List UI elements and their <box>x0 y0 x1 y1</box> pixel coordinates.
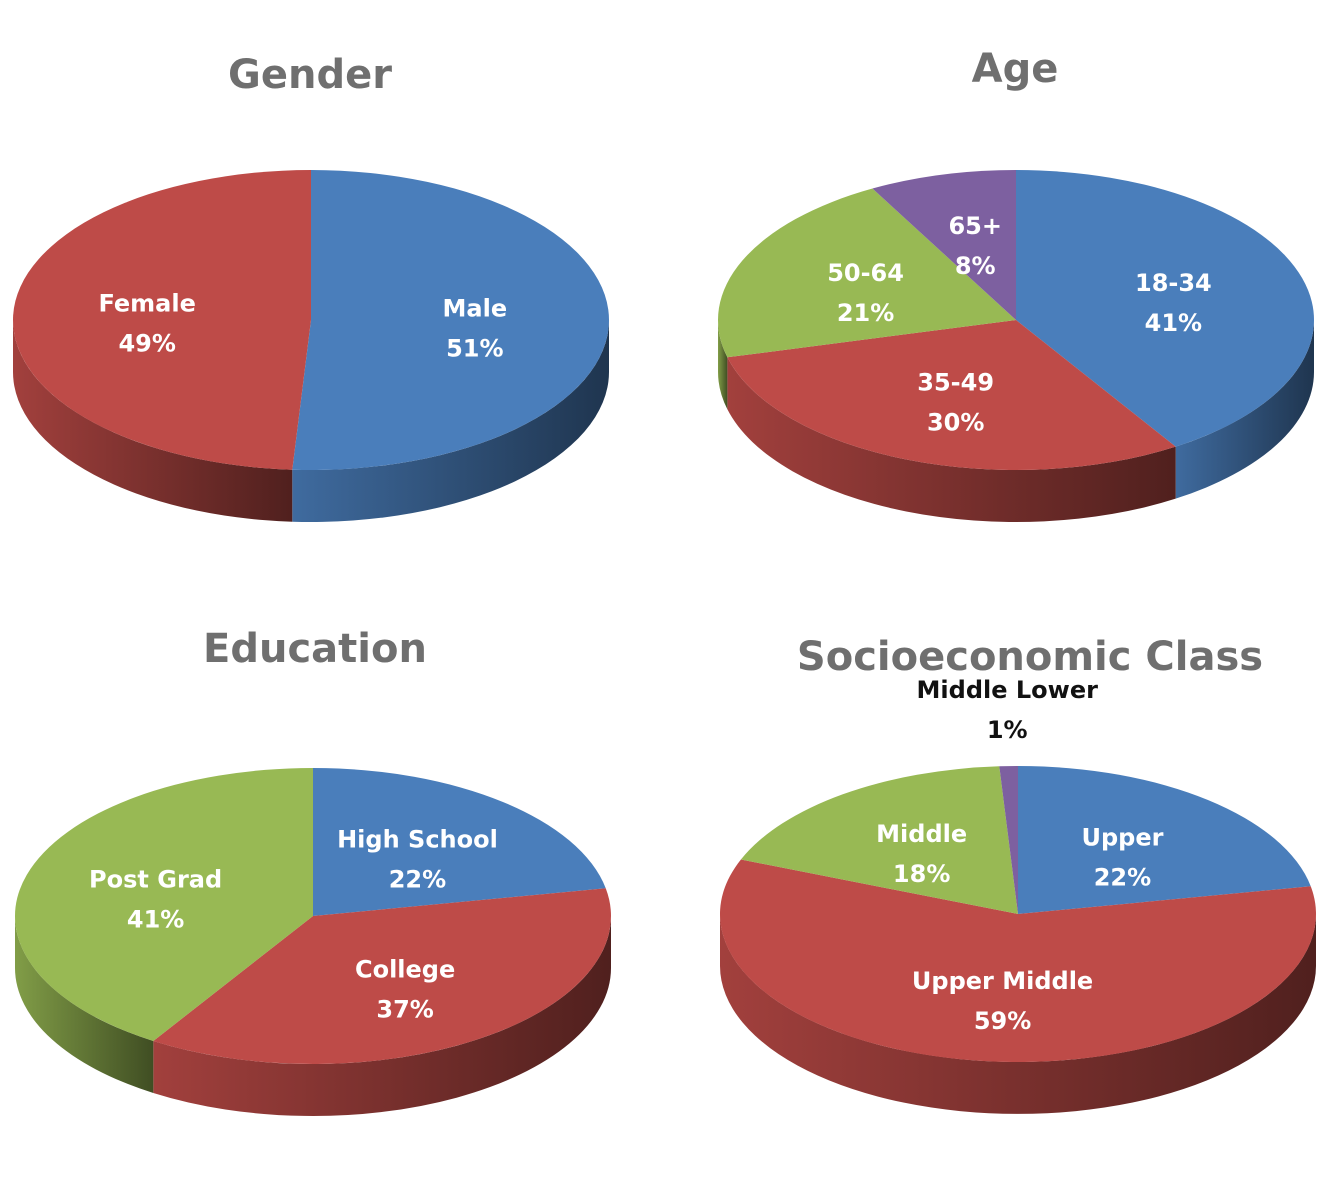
pie-slice-high-school <box>313 768 606 916</box>
pie-education: High School 22% College 37% Post Grad 41% <box>15 768 612 1116</box>
slice-value-65: 8% <box>955 252 996 280</box>
slice-label-upper-middle: Upper Middle <box>912 967 1093 995</box>
slice-value-college: 37% <box>376 995 433 1023</box>
slice-value-50-64: 21% <box>837 299 894 327</box>
chart-title-socioeconomic-class: Socioeconomic Class <box>797 634 1263 680</box>
slice-label-male: Male <box>443 295 508 323</box>
pie-side-18-34 <box>1175 320 1314 499</box>
pie-side-35-49 <box>727 357 1176 523</box>
pie-slice-college <box>153 888 612 1065</box>
pie-slice-18-34 <box>1016 170 1314 447</box>
pie-socioeconomic-class: Upper 22% Upper Middle 59% Middle 18% Middle L… <box>720 676 1316 1114</box>
slice-value-middle: 18% <box>893 860 950 888</box>
slice-value-female: 49% <box>118 329 175 357</box>
slice-label-college: College <box>355 955 455 983</box>
slice-value-upper-middle: 59% <box>974 1007 1031 1035</box>
slice-label-50-64: 50-64 <box>827 259 904 287</box>
pie-slice-male <box>292 170 610 470</box>
chart-title-age: Age <box>972 46 1059 92</box>
pie-side-walls <box>15 916 611 1116</box>
pie-slice-middle <box>740 766 1018 914</box>
slice-value-high-school: 22% <box>389 865 446 893</box>
pie-side-50-64 <box>718 320 728 410</box>
pie-side-college <box>153 916 611 1116</box>
pie-side-walls <box>720 914 1316 1114</box>
chart-title-gender: Gender <box>228 52 392 98</box>
pie-side-male <box>292 320 609 522</box>
slice-label-middle: Middle <box>876 820 967 848</box>
pie-side-walls <box>718 320 1314 523</box>
slice-label-post-grad: Post Grad <box>89 865 222 893</box>
pie-slice-65 <box>872 170 1016 320</box>
slice-value-post-grad: 41% <box>127 905 184 933</box>
pie-side-upper-middle <box>720 914 1316 1114</box>
slice-value-middle-lower: 1% <box>987 716 1028 744</box>
slice-value-35-49: 30% <box>927 409 984 437</box>
pie-chart-socioeconomic-class: Socioeconomic Class Upper 22% Upper Middle… <box>720 634 1316 1114</box>
slice-label-high-school: High School <box>337 825 498 853</box>
pie-slice-post-grad <box>15 768 314 1041</box>
pie-slice-upper <box>1018 766 1311 914</box>
slice-label-65: 65+ <box>948 212 1002 240</box>
slice-label-18-34: 18-34 <box>1135 269 1212 297</box>
pie-chart-age: Age 18-34 41% 35-49 30% 50-64 21% 65+ 8% <box>718 46 1314 523</box>
slice-value-upper: 22% <box>1094 863 1151 891</box>
pie-side-post-grad <box>15 916 154 1093</box>
slice-value-18-34: 41% <box>1145 309 1202 337</box>
pie-slice-35-49 <box>727 320 1176 471</box>
pie-side-walls <box>13 320 609 522</box>
slice-label-upper: Upper <box>1081 823 1163 851</box>
pie-slice-50-64 <box>718 188 1016 358</box>
pie-slice-upper-middle <box>720 859 1316 1063</box>
slice-value-male: 51% <box>446 335 503 363</box>
pie-slice-female <box>13 170 311 470</box>
pie-side-female <box>13 320 293 522</box>
slice-label-35-49: 35-49 <box>917 369 994 397</box>
chart-title-education: Education <box>203 626 427 672</box>
pie-chart-education: Education High School 22% College 37% Post G… <box>15 626 612 1116</box>
pie-gender: Male 51% Female 49% <box>13 170 610 522</box>
pie-slice-middle-lower <box>999 766 1018 914</box>
slice-label-middle-lower: Middle Lower <box>917 676 1099 704</box>
pie-age: 18-34 41% 35-49 30% 50-64 21% 65+ 8% <box>718 170 1314 523</box>
pie-chart-gender: Gender Male 51% Female 49% <box>13 52 610 522</box>
slice-label-female: Female <box>98 289 195 317</box>
